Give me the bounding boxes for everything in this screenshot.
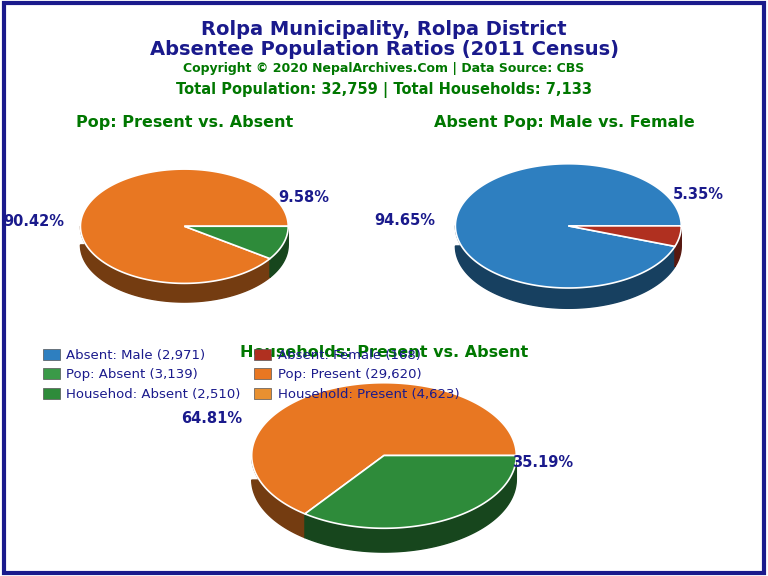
Polygon shape [675, 226, 681, 267]
Text: 94.65%: 94.65% [374, 213, 435, 228]
Polygon shape [455, 226, 681, 308]
Polygon shape [252, 456, 516, 537]
Text: 9.58%: 9.58% [278, 190, 329, 204]
Polygon shape [252, 382, 516, 514]
Polygon shape [305, 456, 516, 552]
Text: Households: Present vs. Absent: Households: Present vs. Absent [240, 345, 528, 360]
Polygon shape [184, 226, 288, 259]
Text: Total Population: 32,759 | Total Households: 7,133: Total Population: 32,759 | Total Househo… [176, 82, 592, 98]
Polygon shape [270, 226, 288, 277]
Polygon shape [81, 226, 288, 302]
Text: Absentee Population Ratios (2011 Census): Absentee Population Ratios (2011 Census) [150, 40, 618, 59]
Polygon shape [81, 169, 288, 283]
Text: Copyright © 2020 NepalArchives.Com | Data Source: CBS: Copyright © 2020 NepalArchives.Com | Dat… [184, 62, 584, 75]
Text: 5.35%: 5.35% [673, 187, 723, 202]
Text: 35.19%: 35.19% [512, 454, 574, 469]
Polygon shape [455, 164, 681, 288]
Text: Pop: Present vs. Absent: Pop: Present vs. Absent [76, 115, 293, 130]
Text: Rolpa Municipality, Rolpa District: Rolpa Municipality, Rolpa District [201, 20, 567, 39]
Legend: Absent: Male (2,971), Pop: Absent (3,139), Househod: Absent (2,510), Absent: Fem: Absent: Male (2,971), Pop: Absent (3,139… [38, 343, 465, 407]
Text: 90.42%: 90.42% [3, 214, 65, 229]
Text: Absent Pop: Male vs. Female: Absent Pop: Male vs. Female [434, 115, 695, 130]
Polygon shape [305, 456, 516, 528]
Text: 64.81%: 64.81% [181, 411, 243, 426]
Polygon shape [568, 226, 681, 247]
